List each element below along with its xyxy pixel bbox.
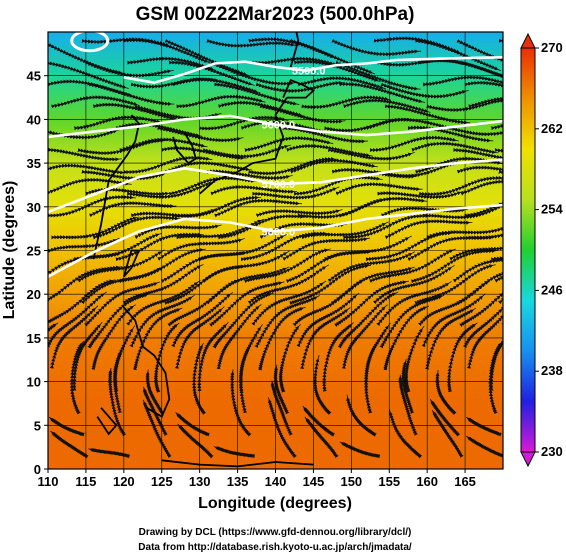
coastline bbox=[289, 32, 300, 68]
x-tick-label: 130 bbox=[189, 474, 211, 489]
streamline bbox=[468, 96, 503, 109]
colorbar-tick-label: 254 bbox=[541, 202, 563, 217]
x-tick-label: 120 bbox=[113, 474, 135, 489]
coastline bbox=[199, 97, 288, 195]
x-tick-label: 145 bbox=[303, 474, 325, 489]
y-tick-label: 25 bbox=[27, 244, 41, 259]
x-tick-label: 150 bbox=[340, 474, 362, 489]
colorbar-min-arrow bbox=[520, 451, 536, 468]
x-tick-label: 165 bbox=[454, 474, 476, 489]
streamline bbox=[507, 295, 566, 347]
streamline bbox=[346, 394, 377, 437]
streamline bbox=[89, 201, 177, 218]
y-tick-label: 15 bbox=[27, 331, 41, 346]
y-tick-label: 0 bbox=[34, 462, 41, 477]
contour-line bbox=[48, 114, 503, 139]
coastline bbox=[172, 132, 197, 165]
contour-label: 5500.0 bbox=[292, 65, 326, 77]
streamline bbox=[48, 416, 85, 437]
colorbar-scale bbox=[520, 47, 536, 453]
y-tick-label: 30 bbox=[27, 200, 41, 215]
streamline bbox=[385, 104, 471, 125]
streamline bbox=[511, 106, 566, 122]
credit-drawing: Drawing by DCL (https://www.gfd-dennou.o… bbox=[139, 527, 412, 538]
streamline bbox=[48, 126, 120, 140]
x-axis-label: Longitude (degrees) bbox=[198, 495, 352, 512]
streamline bbox=[507, 84, 566, 101]
contour-line bbox=[48, 203, 503, 278]
colorbar-tick-label: 238 bbox=[541, 363, 563, 378]
streamline bbox=[313, 355, 332, 415]
streamline bbox=[282, 126, 369, 144]
streamline bbox=[468, 214, 503, 240]
y-axis-label: Latitude (degrees) bbox=[1, 181, 18, 320]
streamline bbox=[92, 215, 182, 240]
streamline bbox=[88, 448, 131, 459]
colorbar: 230 238 246 254 262 270 bbox=[520, 32, 563, 468]
streamline bbox=[302, 405, 336, 437]
colorbar-tick-label: 230 bbox=[541, 444, 563, 459]
streamline bbox=[453, 147, 503, 162]
streamline bbox=[214, 82, 300, 106]
streamline bbox=[460, 179, 503, 196]
contour-low-center bbox=[70, 32, 110, 53]
streamline bbox=[511, 219, 566, 238]
streamline bbox=[213, 446, 255, 459]
contour-label: 5600.0 bbox=[262, 120, 296, 132]
x-tick-label: 115 bbox=[75, 474, 96, 489]
streamline bbox=[289, 38, 376, 75]
contour-label: 5800.0 bbox=[262, 226, 296, 238]
y-tick-label: 10 bbox=[27, 375, 41, 390]
streamlines bbox=[48, 36, 566, 459]
y-tick-label: 45 bbox=[27, 69, 41, 84]
y-axis-ticks: 0 5 10 15 20 25 30 35 40 45 bbox=[27, 69, 48, 477]
streamline bbox=[465, 435, 503, 459]
streamline bbox=[259, 104, 346, 124]
contour-line bbox=[48, 158, 503, 214]
colorbar-tick-label: 270 bbox=[541, 40, 563, 55]
x-tick-label: 140 bbox=[265, 474, 287, 489]
streamline bbox=[206, 169, 293, 181]
colorbar-max-arrow bbox=[520, 32, 536, 49]
coastline bbox=[282, 78, 315, 99]
contour-line bbox=[123, 56, 503, 85]
streamline bbox=[48, 38, 125, 75]
contour-label: 5700.0 bbox=[262, 179, 296, 191]
streamline bbox=[164, 38, 250, 77]
coastline bbox=[92, 114, 140, 260]
streamline bbox=[384, 219, 473, 240]
streamline bbox=[388, 409, 423, 459]
streamline bbox=[456, 38, 503, 69]
streamline bbox=[327, 147, 415, 161]
grid bbox=[48, 32, 503, 469]
streamline bbox=[464, 195, 503, 218]
coastline bbox=[123, 306, 171, 418]
streamline bbox=[81, 169, 169, 181]
colorbar-tick-label: 246 bbox=[541, 282, 563, 297]
streamline bbox=[145, 369, 165, 415]
streamline bbox=[429, 398, 461, 437]
colorbar-tick-label: 262 bbox=[541, 121, 563, 136]
x-tick-label: 155 bbox=[378, 474, 400, 489]
height-contours: 5500.0 5600.0 5700.0 5800.0 bbox=[48, 32, 503, 278]
x-tick-label: 110 bbox=[38, 474, 59, 489]
x-tick-label: 125 bbox=[151, 474, 173, 489]
y-tick-label: 20 bbox=[27, 287, 41, 302]
streamline bbox=[339, 441, 381, 459]
x-axis-ticks: 110 115 120 125 130 135 140 145 150 155 160 165 bbox=[38, 469, 476, 489]
y-tick-label: 40 bbox=[27, 112, 41, 127]
credit-data: Data from http://database.rish.kyoto-u.a… bbox=[138, 542, 412, 553]
y-tick-label: 5 bbox=[34, 418, 41, 433]
streamline bbox=[214, 198, 303, 218]
chart-title: GSM 00Z22Mar2023 (500.0hPa) bbox=[136, 4, 415, 25]
x-tick-label: 160 bbox=[416, 474, 438, 489]
streamline bbox=[339, 196, 428, 218]
y-tick-label: 35 bbox=[27, 156, 41, 171]
streamline bbox=[449, 122, 503, 137]
x-tick-label: 135 bbox=[227, 474, 249, 489]
streamline bbox=[465, 416, 502, 437]
